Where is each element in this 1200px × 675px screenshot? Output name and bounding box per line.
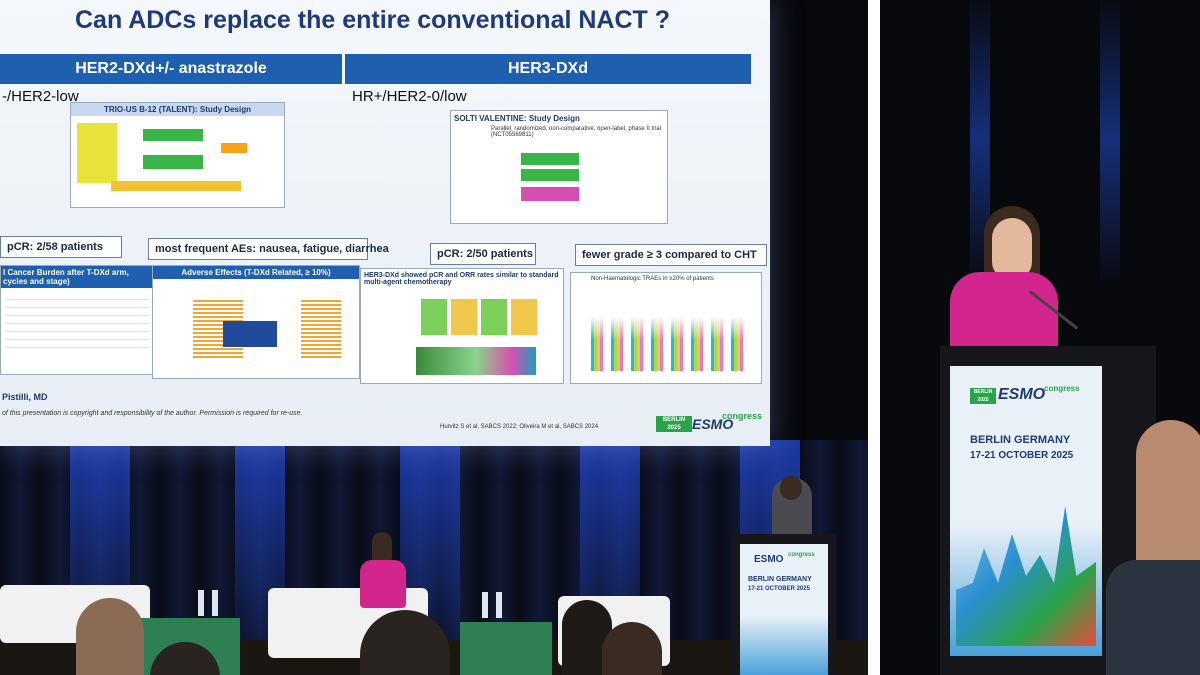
her3-results-panel: HER3-DXd showed pCR and ORR rates simila…	[360, 268, 564, 384]
arm-a-block	[143, 129, 203, 141]
ae-bars-right	[301, 300, 341, 360]
blue-light	[1100, 0, 1120, 280]
her3-panel-title: HER3-DXd showed pCR and ORR rates simila…	[364, 272, 559, 286]
surgery-block	[221, 143, 247, 153]
her3dxd-letrozole-block	[521, 169, 579, 181]
blue-light	[970, 0, 990, 280]
chemotherapy-arm-block	[521, 187, 579, 201]
slide-title: Can ADCs replace the entire conventional…	[75, 6, 671, 34]
podium-right-city: BERLIN GERMANY	[970, 434, 1071, 446]
water-bottle	[212, 590, 218, 616]
speaker-photo: BERLIN 2025 ESMO congress BERLIN GERMANY…	[880, 0, 1200, 675]
podium-right-panel: BERLIN 2025 ESMO congress BERLIN GERMANY…	[950, 366, 1102, 656]
arm-b-block	[143, 155, 203, 169]
tissue-block	[111, 181, 241, 191]
valentine-box-title: SOLTI VALENTINE: Study Design	[454, 114, 580, 123]
presenter-name: Pistilli, MD	[2, 392, 48, 402]
valentine-study-design: SOLTI VALENTINE: Study Design Parallel, …	[450, 110, 668, 224]
stage-photo: Can ADCs replace the entire conventional…	[0, 0, 868, 675]
podium-right-dates: 17-21 OCTOBER 2025	[970, 450, 1074, 461]
right-subtitle: HR+/HER2-0/low	[352, 88, 467, 105]
podium-left: ESMO congress BERLIN GERMANY 17-21 OCTOB…	[732, 534, 836, 675]
copyright-note: of this presentation is copyright and re…	[2, 410, 303, 417]
slide-esmo-logo: ESMO	[692, 416, 734, 432]
rcb-table-panel: l Cancer Burden after T-DXd arm, cycles …	[0, 265, 154, 375]
green-table-right	[460, 622, 552, 675]
slide-congress-logo: congress	[722, 411, 763, 421]
talent-box-title: TRIO-US B-12 (TALENT): Study Design	[71, 103, 284, 116]
photo-separator	[868, 0, 880, 675]
podium-right-year: BERLIN 2025	[970, 388, 996, 404]
her3-waterfall	[416, 347, 536, 375]
study-population-block	[77, 123, 117, 183]
berlin-skyline-graphic	[956, 506, 1096, 646]
her3-results-table	[421, 299, 541, 335]
talent-study-design: TRIO-US B-12 (TALENT): Study Design	[70, 102, 285, 208]
projection-screen: Can ADCs replace the entire conventional…	[0, 0, 770, 446]
podium-left-city: BERLIN GERMANY	[748, 576, 812, 583]
podium-left-panel: ESMO congress BERLIN GERMANY 17-21 OCTOB…	[740, 544, 828, 675]
ae-callout	[223, 321, 277, 347]
podium-left-congress: congress	[788, 552, 815, 558]
audience-head	[1136, 420, 1200, 570]
valentine-box-subtitle: Parallel, randomized, non-comparative, o…	[491, 126, 662, 138]
podium-right-congress: congress	[1044, 384, 1080, 393]
citation: Hurvitz S et al, SABCS 2022; Oliveira M …	[440, 424, 599, 430]
trae-chart-panel: Non-Haematologic TRAEs in ≥20% of patien…	[570, 272, 762, 384]
left-subtitle: -/HER2-low	[2, 88, 79, 105]
her3dxd-arm-block	[521, 153, 579, 165]
podium-left-dates: 17-21 OCTOBER 2025	[748, 586, 810, 592]
pcr-right-label: pCR: 2/50 patients	[430, 243, 536, 265]
rcb-table	[5, 292, 149, 352]
fewer-grade-label: fewer grade ≥ 3 compared to CHT	[575, 244, 767, 266]
podium-left-esmo: ESMO	[754, 554, 784, 565]
podium-speaker-hair	[780, 476, 802, 500]
right-header-bar: HER3-DXd	[345, 54, 751, 84]
seated-panelist	[360, 560, 406, 608]
podium-right-esmo: ESMO	[998, 386, 1046, 403]
panelist-hair	[372, 532, 392, 562]
trae-bars	[591, 293, 751, 371]
left-header-bar: HER2-DXd+/- anastrazole	[0, 54, 342, 84]
speaker-face	[992, 218, 1032, 280]
adverse-effects-panel: Adverse Effects (T-DXd Related, ≥ 10%)	[152, 265, 360, 379]
aes-left-label: most frequent AEs: nausea, fatigue, diar…	[148, 238, 389, 260]
pcr-left-label: pCR: 2/58 patients	[0, 236, 122, 258]
water-bottle	[198, 590, 204, 616]
ae-title: Adverse Effects (T-DXd Related, ≥ 10%)	[153, 266, 359, 279]
water-bottle	[496, 592, 502, 618]
audience-head	[602, 622, 662, 675]
rcb-title: l Cancer Burden after T-DXd arm, cycles …	[1, 266, 153, 288]
audience-shoulder	[1106, 560, 1200, 675]
slide-esmo-year-logo: BERLIN 2025	[656, 416, 692, 432]
water-bottle	[482, 592, 488, 618]
audience-head	[76, 598, 144, 675]
audience-head	[360, 610, 450, 675]
trae-title: Non-Haematologic TRAEs in ≥20% of patien…	[591, 276, 714, 282]
